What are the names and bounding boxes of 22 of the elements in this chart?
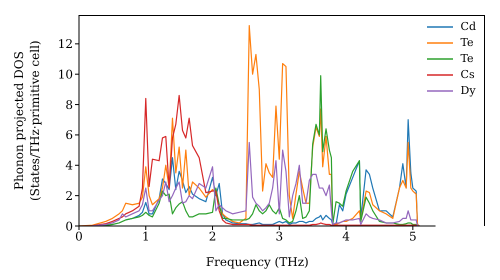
x-tick-label: 1 xyxy=(142,230,150,244)
y-tick-label: 0 xyxy=(65,219,73,234)
y-tick-label: 10 xyxy=(58,67,73,82)
y-tick-label: 4 xyxy=(65,158,74,173)
line-series xyxy=(79,25,420,226)
x-tick-label: 5 xyxy=(409,230,417,244)
legend-label: Cd xyxy=(460,20,476,34)
legend-label: Te xyxy=(460,52,474,66)
x-tick-label: 4 xyxy=(342,230,350,244)
legend-label: Cs xyxy=(460,68,475,82)
y-axis-title: Phonon projected DOS (States/THz·primitive cell) xyxy=(11,39,43,203)
y-tick-label: 2 xyxy=(65,188,73,203)
y-tick-label: 8 xyxy=(65,98,73,112)
x-tick-label: 0 xyxy=(75,230,83,244)
x-tick-label: 3 xyxy=(275,230,284,244)
legend-label: Te xyxy=(460,36,474,50)
x-axis-title: Frequency (THz) xyxy=(206,255,309,269)
x-tick-label: 2 xyxy=(208,230,216,244)
y-tick-label: 12 xyxy=(58,37,73,52)
line-series xyxy=(92,142,420,226)
legend-label: Dy xyxy=(460,84,476,98)
y-tick-label: 6 xyxy=(65,128,73,142)
